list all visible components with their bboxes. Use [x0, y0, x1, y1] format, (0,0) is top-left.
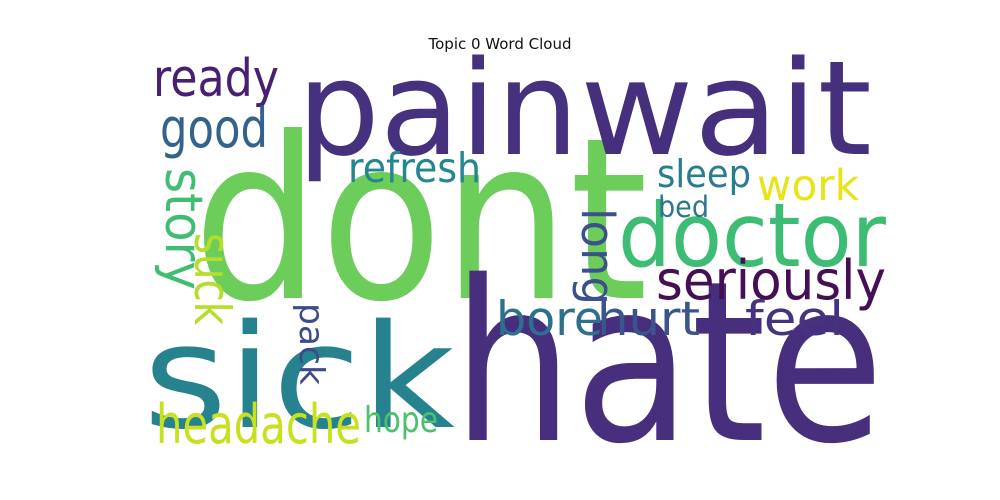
word-feel: feel — [745, 292, 844, 347]
word-doctor: doctor — [618, 184, 887, 287]
word-hope: hope — [364, 400, 438, 441]
word-suck: suck — [183, 233, 241, 325]
word-sick: sick — [143, 293, 455, 461]
word-pain: pain — [297, 32, 579, 185]
word-pack: pack — [291, 303, 331, 385]
word-sleep: sleep — [657, 152, 751, 196]
word-hate: hate — [452, 233, 884, 493]
word-story: story — [153, 168, 213, 290]
chart-title: Topic 0 Word Cloud — [428, 35, 572, 53]
word-ready: ready — [153, 49, 279, 109]
word-hurt: hurt — [597, 292, 700, 347]
word-refresh: refresh — [348, 144, 481, 192]
word-wait: wait — [580, 32, 872, 185]
word-bed: bed — [658, 190, 709, 224]
word-good: good — [160, 97, 268, 160]
word-headache: headache — [156, 393, 361, 456]
word-work: work — [757, 161, 859, 211]
word-long: long — [571, 208, 624, 305]
word-bore: bore — [496, 292, 603, 347]
word-seriously: seriously — [656, 249, 886, 312]
word-dont: dont — [193, 90, 648, 352]
